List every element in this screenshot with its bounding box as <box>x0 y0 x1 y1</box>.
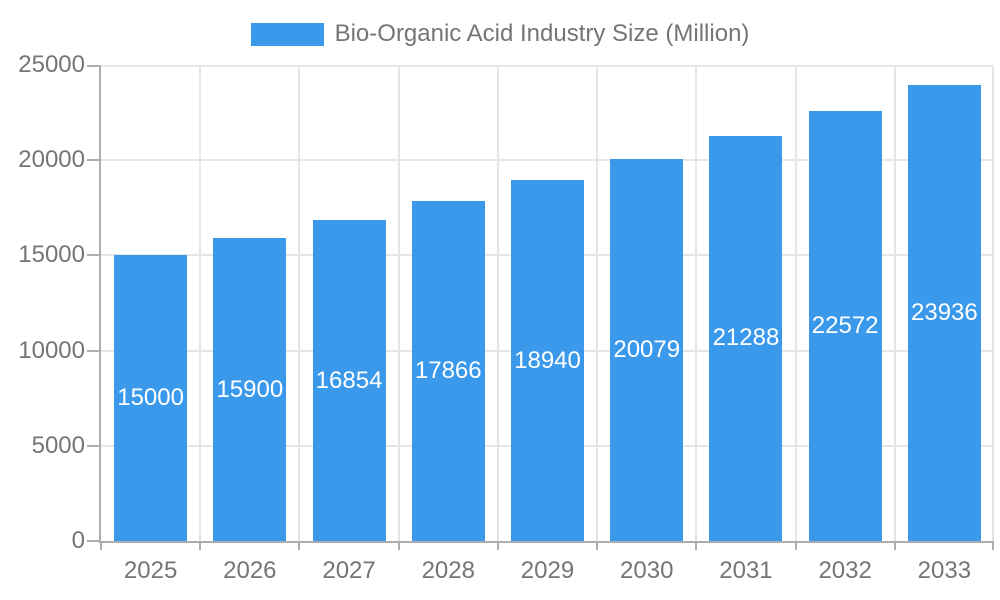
bar-value-label: 17866 <box>414 356 482 384</box>
bar[interactable]: 16854 <box>312 220 386 541</box>
x-tick-label: 2028 <box>421 557 475 584</box>
bar[interactable]: 15900 <box>213 238 287 541</box>
v-gridline <box>298 65 301 541</box>
bar-value-label: 20079 <box>613 335 681 363</box>
y-tick-label: 25000 <box>18 51 85 78</box>
h-gridline <box>101 159 994 162</box>
bar[interactable]: 23936 <box>907 85 981 541</box>
bar-value-label: 15900 <box>216 375 284 403</box>
y-tick-label: 20000 <box>18 146 85 174</box>
y-tick-mark <box>87 65 101 67</box>
x-tick-label: 2031 <box>719 557 773 584</box>
v-gridline <box>596 65 599 541</box>
legend-label: Bio-Organic Acid Industry Size (Million) <box>334 20 750 47</box>
y-tick-mark <box>87 254 101 257</box>
x-tick-label: 2032 <box>818 557 872 584</box>
x-tick-label: 2030 <box>620 557 674 584</box>
x-tick-mark <box>794 541 797 550</box>
y-tick-mark <box>87 444 101 447</box>
bar-value-label: 22572 <box>811 312 879 340</box>
y-tick-mark <box>87 159 101 162</box>
v-gridline <box>794 65 797 541</box>
x-tick-mark <box>100 541 102 550</box>
y-tick-label: 15000 <box>18 241 85 269</box>
y-tick-label: 0 <box>71 527 85 554</box>
legend-swatch <box>250 22 324 46</box>
x-axis-line <box>99 541 994 543</box>
x-tick-label: 2025 <box>123 557 178 584</box>
v-gridline <box>992 65 994 541</box>
x-tick-label: 2029 <box>520 557 575 584</box>
bar-value-label: 18940 <box>514 346 581 374</box>
y-axis-line <box>99 65 101 541</box>
x-tick-mark <box>596 541 599 550</box>
x-tick-mark <box>397 541 400 550</box>
bar-value-label: 16854 <box>315 366 383 394</box>
y-tick-mark <box>87 349 101 352</box>
bar[interactable]: 20079 <box>610 158 684 541</box>
v-gridline <box>695 65 698 541</box>
v-gridline <box>199 65 202 541</box>
y-tick-mark <box>87 540 101 542</box>
x-tick-mark <box>496 541 499 550</box>
x-tick-mark <box>893 541 896 550</box>
x-tick-mark <box>199 541 202 550</box>
bar-value-label: 15000 <box>117 384 184 412</box>
bar[interactable]: 21288 <box>709 135 783 541</box>
v-gridline <box>496 65 499 541</box>
legend-item[interactable]: Bio-Organic Acid Industry Size (Million) <box>0 19 1000 49</box>
bar[interactable]: 22572 <box>808 111 882 541</box>
bar[interactable]: 15000 <box>114 255 188 541</box>
bar-value-label: 21288 <box>712 324 780 352</box>
x-tick-label: 2027 <box>322 557 376 584</box>
x-tick-mark <box>992 541 994 550</box>
bar-value-label: 23936 <box>911 299 978 327</box>
x-tick-label: 2026 <box>223 557 277 584</box>
x-tick-mark <box>695 541 698 550</box>
x-tick-label: 2033 <box>917 557 972 584</box>
bar[interactable]: 17866 <box>411 200 485 541</box>
plot-area: 15000 15900 16854 17866 18940 20079 21288 22572… <box>18 51 994 584</box>
y-tick-label: 10000 <box>18 336 85 364</box>
v-gridline <box>893 65 896 541</box>
v-gridline <box>397 65 400 541</box>
h-gridline <box>101 65 994 67</box>
bar[interactable]: 18940 <box>511 180 584 541</box>
y-tick-label: 5000 <box>31 431 85 459</box>
x-tick-mark <box>298 541 301 550</box>
